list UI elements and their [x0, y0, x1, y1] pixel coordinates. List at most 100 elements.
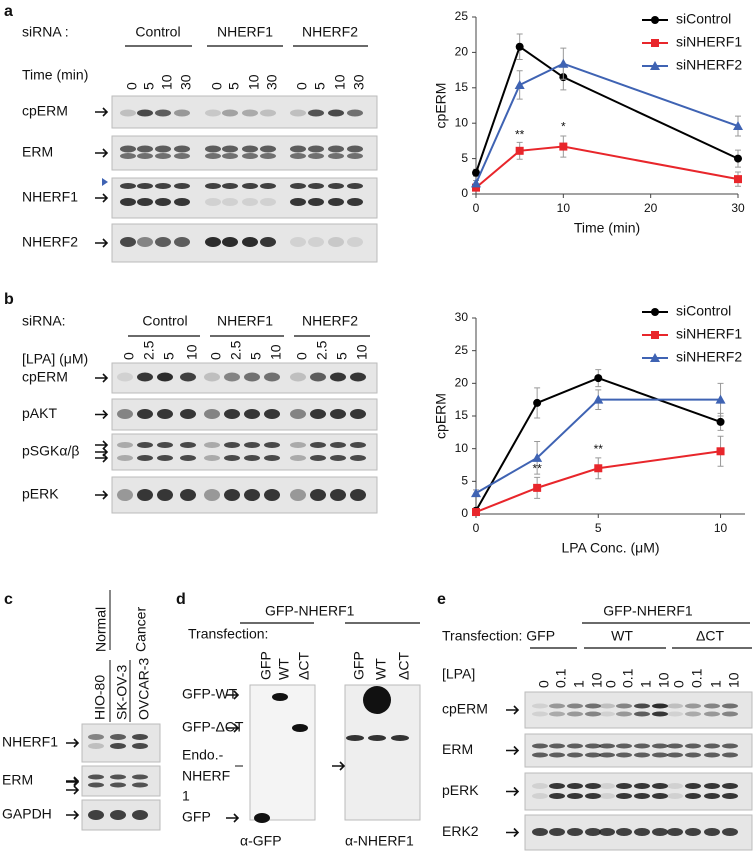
band [137, 409, 153, 419]
arrow [506, 786, 520, 797]
band [350, 442, 366, 448]
band [704, 703, 720, 709]
band [308, 198, 324, 206]
label: ERM [22, 144, 53, 160]
band [722, 711, 738, 717]
band [704, 828, 720, 836]
label: siRNA : [22, 24, 69, 40]
lane-label: 30 [264, 74, 280, 90]
label: cpERM [442, 701, 488, 717]
band [667, 828, 683, 836]
band [585, 752, 601, 758]
lane-label: 0 [536, 680, 552, 688]
label: [LPA] [442, 666, 475, 682]
band [180, 372, 196, 382]
band [110, 774, 126, 780]
band [260, 237, 276, 247]
band [722, 752, 738, 758]
band [667, 703, 683, 709]
lane-label: Cancer [133, 607, 149, 652]
blot [111, 135, 378, 171]
band [308, 153, 324, 159]
annotation: * [561, 120, 566, 134]
band [290, 198, 306, 206]
band [117, 455, 133, 461]
band [155, 153, 171, 159]
band [328, 198, 344, 206]
label: NHERF1 [217, 313, 273, 329]
label: ERK2 [442, 823, 479, 839]
marker [594, 374, 603, 383]
y-tick-label: 15 [455, 80, 469, 94]
x-tick-label: 10 [557, 201, 571, 215]
band [722, 783, 738, 789]
band [549, 828, 565, 836]
band [242, 237, 258, 247]
band [137, 153, 153, 159]
band [722, 828, 738, 836]
marker [472, 508, 480, 517]
band [549, 703, 565, 709]
y-tick-label: 0 [461, 186, 468, 200]
label: GFP-NHERF1 [603, 603, 693, 619]
lane-label: WT [373, 658, 389, 680]
band [155, 109, 171, 117]
label: Control [142, 313, 187, 329]
band [704, 793, 720, 799]
lane-label: 0.1 [553, 668, 569, 688]
y-tick-label: 25 [455, 343, 469, 357]
arrow [95, 373, 109, 383]
arrow [95, 440, 109, 450]
band [137, 442, 153, 448]
y-tick-label: 20 [455, 376, 469, 390]
band [222, 109, 238, 117]
band [567, 711, 583, 717]
band [264, 442, 280, 448]
band [244, 489, 260, 501]
arrow [506, 705, 520, 715]
lane-label: HIO-80 [92, 675, 108, 720]
band [88, 810, 104, 820]
band [652, 793, 668, 799]
band [290, 409, 306, 419]
label: NHERF [182, 768, 230, 784]
lane-label: SK-OV-3 [114, 665, 130, 720]
lane-label: 10 [246, 74, 262, 90]
band [260, 145, 276, 153]
band [549, 711, 565, 717]
band [88, 782, 104, 788]
band [224, 455, 240, 461]
band [722, 703, 738, 709]
band [244, 372, 260, 382]
band [616, 743, 632, 749]
band [652, 752, 668, 758]
band [634, 828, 650, 836]
marker [733, 121, 743, 131]
band [222, 237, 238, 247]
band [264, 372, 280, 382]
band [585, 793, 601, 799]
band [599, 828, 615, 836]
band [368, 735, 386, 741]
lane-label: WT [276, 658, 292, 680]
band [117, 442, 133, 448]
lane-label: ΔCT [396, 652, 412, 680]
lane-label: 5 [161, 352, 177, 360]
band [347, 109, 363, 117]
marker [651, 16, 659, 24]
band [634, 743, 650, 749]
arrow [95, 193, 109, 203]
band [137, 237, 153, 247]
band [567, 743, 583, 749]
lane-label: 2.5 [314, 340, 330, 360]
band [110, 734, 126, 740]
band [704, 743, 720, 749]
band [137, 145, 153, 153]
label: Time (min) [22, 67, 88, 83]
marker [734, 154, 742, 163]
blot [524, 691, 753, 729]
band [585, 711, 601, 717]
lane-label: 0 [671, 680, 687, 688]
band [667, 711, 683, 717]
band [204, 372, 220, 382]
